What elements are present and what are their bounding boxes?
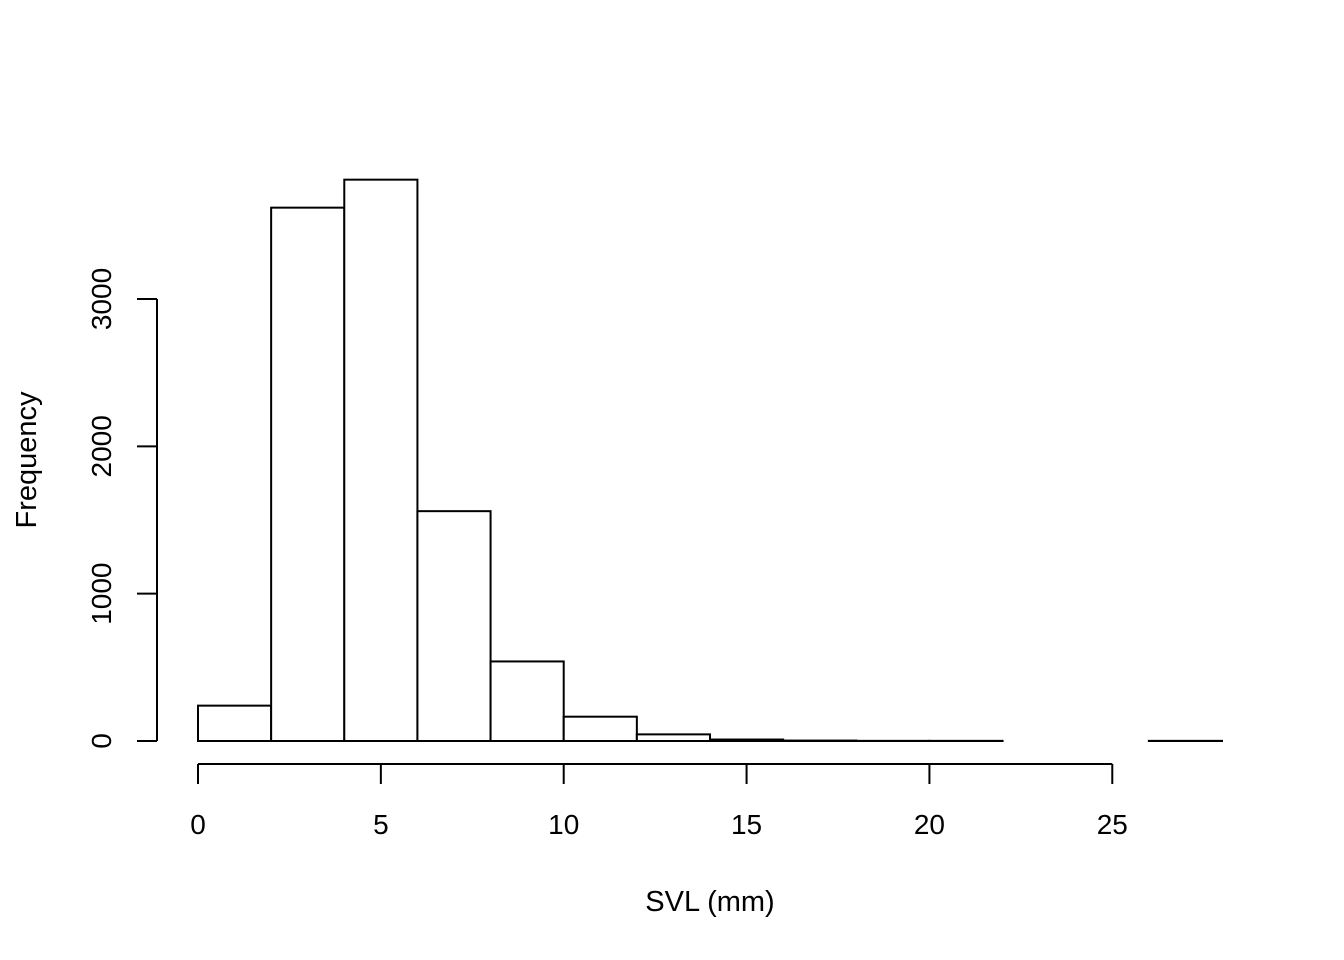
y-tick-label-3: 3000 xyxy=(86,268,117,330)
y-tick-label-1: 1000 xyxy=(86,563,117,625)
y-axis: 0 1000 2000 3000 xyxy=(86,268,158,749)
x-tick-label-3: 15 xyxy=(731,809,762,840)
x-axis-title: SVL (mm) xyxy=(645,886,774,918)
x-tick-label-5: 25 xyxy=(1097,809,1128,840)
histogram-bar-3 xyxy=(416,510,492,742)
histogram-bar-4 xyxy=(489,660,565,742)
x-axis: 0 5 10 15 20 25 xyxy=(190,763,1128,840)
histogram-bar-0 xyxy=(197,704,273,743)
histogram-bars xyxy=(197,178,1224,743)
histogram-bar-5 xyxy=(562,715,638,743)
x-tick-label-0: 0 xyxy=(190,809,206,840)
y-tick-label-0: 0 xyxy=(86,733,117,749)
y-tick-label-2: 2000 xyxy=(86,415,117,477)
histogram-bar-1 xyxy=(270,206,346,743)
histogram-bar-6 xyxy=(635,733,711,742)
x-tick-label-1: 5 xyxy=(373,809,389,840)
x-tick-label-4: 20 xyxy=(914,809,945,840)
y-axis-title: Frequency xyxy=(11,391,43,529)
histogram-bar-2 xyxy=(343,178,419,743)
histogram-bar-7 xyxy=(709,738,785,743)
x-tick-label-2: 10 xyxy=(548,809,579,840)
